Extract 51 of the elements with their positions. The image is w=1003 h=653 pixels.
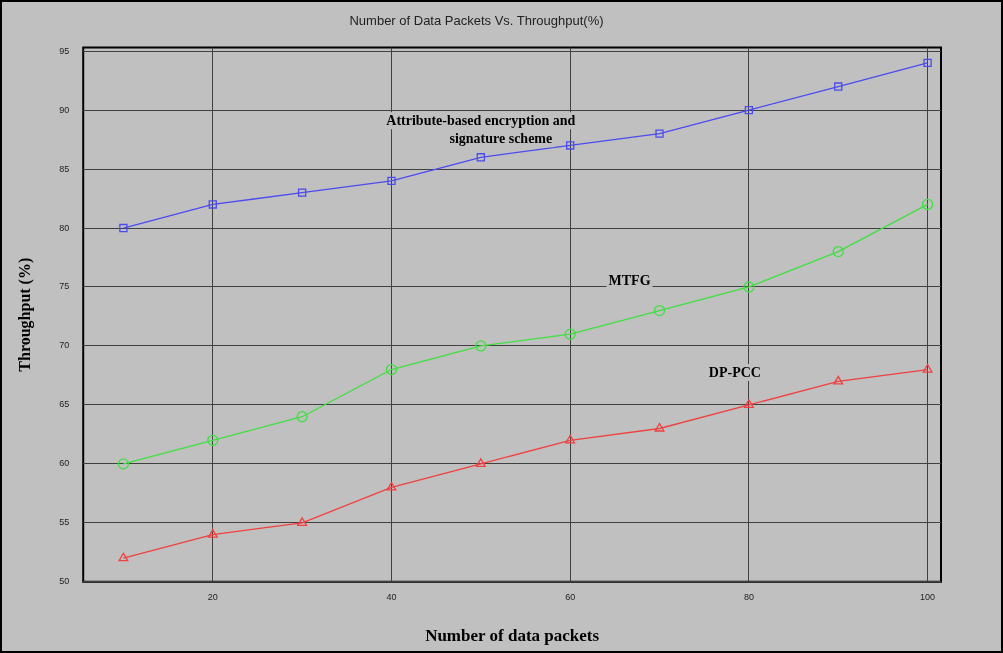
point xyxy=(207,434,219,446)
point xyxy=(475,458,486,468)
point xyxy=(743,281,755,293)
y-tick-label: 95 xyxy=(59,45,70,56)
y-tick-label: 75 xyxy=(59,281,70,292)
x-tick-label: 80 xyxy=(743,591,754,602)
series-label: DP-PCC xyxy=(708,364,761,380)
point xyxy=(476,153,486,162)
point xyxy=(119,223,128,233)
y-tick-label: 50 xyxy=(59,576,70,587)
x-tick-label: 100 xyxy=(920,591,936,602)
point xyxy=(653,304,666,317)
point xyxy=(564,328,576,340)
y-tick-label: 60 xyxy=(59,458,70,469)
point xyxy=(921,198,934,211)
chart-title: Number of Data Packets Vs. Throughput(%) xyxy=(349,13,604,29)
y-tick-label: 80 xyxy=(59,222,70,233)
point xyxy=(118,552,129,562)
y-tick-label: 90 xyxy=(59,104,70,115)
point xyxy=(385,363,398,376)
point xyxy=(387,176,396,186)
x-axis-title: Number of data packets xyxy=(425,626,600,646)
series-label: MTFG xyxy=(608,272,651,288)
point xyxy=(208,200,217,209)
point xyxy=(922,363,933,373)
point xyxy=(743,399,754,409)
y-tick-label: 55 xyxy=(59,517,70,528)
point xyxy=(296,411,308,423)
point xyxy=(655,129,664,138)
x-tick-label: 40 xyxy=(386,591,397,602)
point xyxy=(566,141,575,150)
x-tick-label: 60 xyxy=(565,591,576,602)
point xyxy=(117,458,130,470)
x-tick-label: 20 xyxy=(207,591,218,602)
y-tick-label: 65 xyxy=(59,399,70,410)
point xyxy=(297,517,308,526)
point xyxy=(833,375,844,385)
y-axis-title: Throughput (%) xyxy=(15,257,34,372)
series-label: Attribute-based encryption and signature scheme xyxy=(386,113,576,147)
point xyxy=(386,481,397,491)
point xyxy=(565,434,576,444)
point xyxy=(834,82,843,91)
point xyxy=(207,528,218,538)
y-tick-label: 70 xyxy=(59,340,70,351)
point xyxy=(744,105,754,115)
y-tick-label: 85 xyxy=(59,163,70,174)
point xyxy=(475,340,487,352)
point xyxy=(654,422,665,432)
point xyxy=(297,188,307,197)
point xyxy=(832,245,844,258)
point xyxy=(923,58,932,68)
